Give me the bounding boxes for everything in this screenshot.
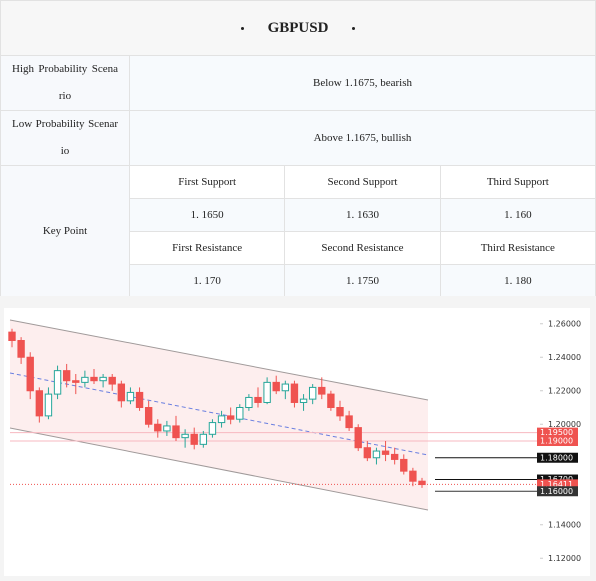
candle-body [108,376,116,385]
level-name: Second Support [284,165,441,199]
level-name: First Resistance [128,231,286,265]
candle-body [363,447,372,459]
level-label: 1.18000 [540,453,573,462]
candle-body [72,380,80,383]
candle-body [418,480,426,486]
candle-body [208,422,217,435]
candle-body [53,370,62,395]
level-tag [537,452,578,463]
candle-body [117,383,126,402]
y-tick-label: 1.22000 [548,386,581,395]
candle-body [144,407,153,425]
level-value: 1. 160 [439,198,596,232]
candle-body [272,381,280,392]
candle-body [135,391,144,409]
level-tag [537,427,578,438]
candle-body [181,433,189,439]
candle-body [190,433,198,445]
title: GBPUSD [267,19,329,36]
candle-body [236,407,244,420]
candle-body [263,381,271,403]
level-tag [537,479,578,490]
y-tick-label: 1.26000 [548,319,581,328]
candle-body [35,390,44,417]
candle-body [354,427,362,449]
candle-body [163,425,171,432]
level-label: 1.16411 [540,480,573,489]
channel-lower [9,427,429,511]
bullet [240,26,244,30]
level-value: 1. 1750 [284,264,441,298]
level-name: Third Support [439,165,596,199]
candle-body [318,386,326,395]
candle-body [154,423,162,432]
candle-body [327,393,335,408]
level-value: 1. 1630 [284,198,441,232]
candle-body [336,407,344,417]
candle-body [90,376,98,382]
chart: 1.26000 1.24000 1.22000 1.20000 1.14000 1.120… [0,296,596,581]
level-name: Second Resistance [284,231,441,265]
candle-body [299,398,308,403]
level-label: 1.19000 [540,437,573,446]
candle-body [44,393,53,417]
candle-body [217,415,226,424]
y-tick-label: 1.14000 [548,520,581,529]
row-value: Below 1.1675, bearish [129,55,596,111]
candle-body [372,450,381,459]
candle-body [345,415,353,429]
level-label: 1.16000 [540,487,573,496]
scenario-table: High Probability Scenario Below 1.1675, … [0,55,596,298]
bullet [352,26,356,30]
candle-body [226,415,235,420]
candle-body [172,425,180,439]
candle-body [281,383,290,392]
row-label: Low Probability Scenario [0,110,130,166]
channel-mid [9,372,429,456]
candle-body [199,433,208,445]
header: GBPUSD [0,0,596,56]
y-tick-label: 1.12000 [548,554,581,563]
candle-body [381,450,390,455]
candle-body [254,396,262,403]
channel-fill [10,320,428,510]
candle-body [8,331,16,341]
level-value: 1. 170 [128,264,286,298]
level-tag [537,436,578,446]
y-tick-label: 1.20000 [548,420,581,429]
candle-body [17,340,25,358]
candle-body [308,386,317,400]
row-label: High Probability Scenario [0,55,130,111]
level-value: 1. 180 [439,264,596,298]
level-value: 1. 1650 [128,198,286,232]
candle-body [99,376,107,382]
candle-body [62,370,71,382]
candle-body [26,356,34,392]
level-label: 1.19500 [540,428,573,437]
level-name: Third Resistance [439,231,596,265]
candle-body [126,391,135,402]
candle-body [81,376,89,383]
candle-body [409,470,417,482]
candle-body [400,458,408,472]
row-label: Key Point [0,165,130,298]
level-name: First Support [128,165,286,199]
candle-body [390,453,399,460]
candle-body [245,396,253,408]
channel-upper [9,319,429,401]
candle-body [290,383,299,403]
y-tick-label: 1.24000 [548,353,581,362]
level-tag [537,486,578,497]
row-value: Above 1.1675, bullish [129,110,596,166]
